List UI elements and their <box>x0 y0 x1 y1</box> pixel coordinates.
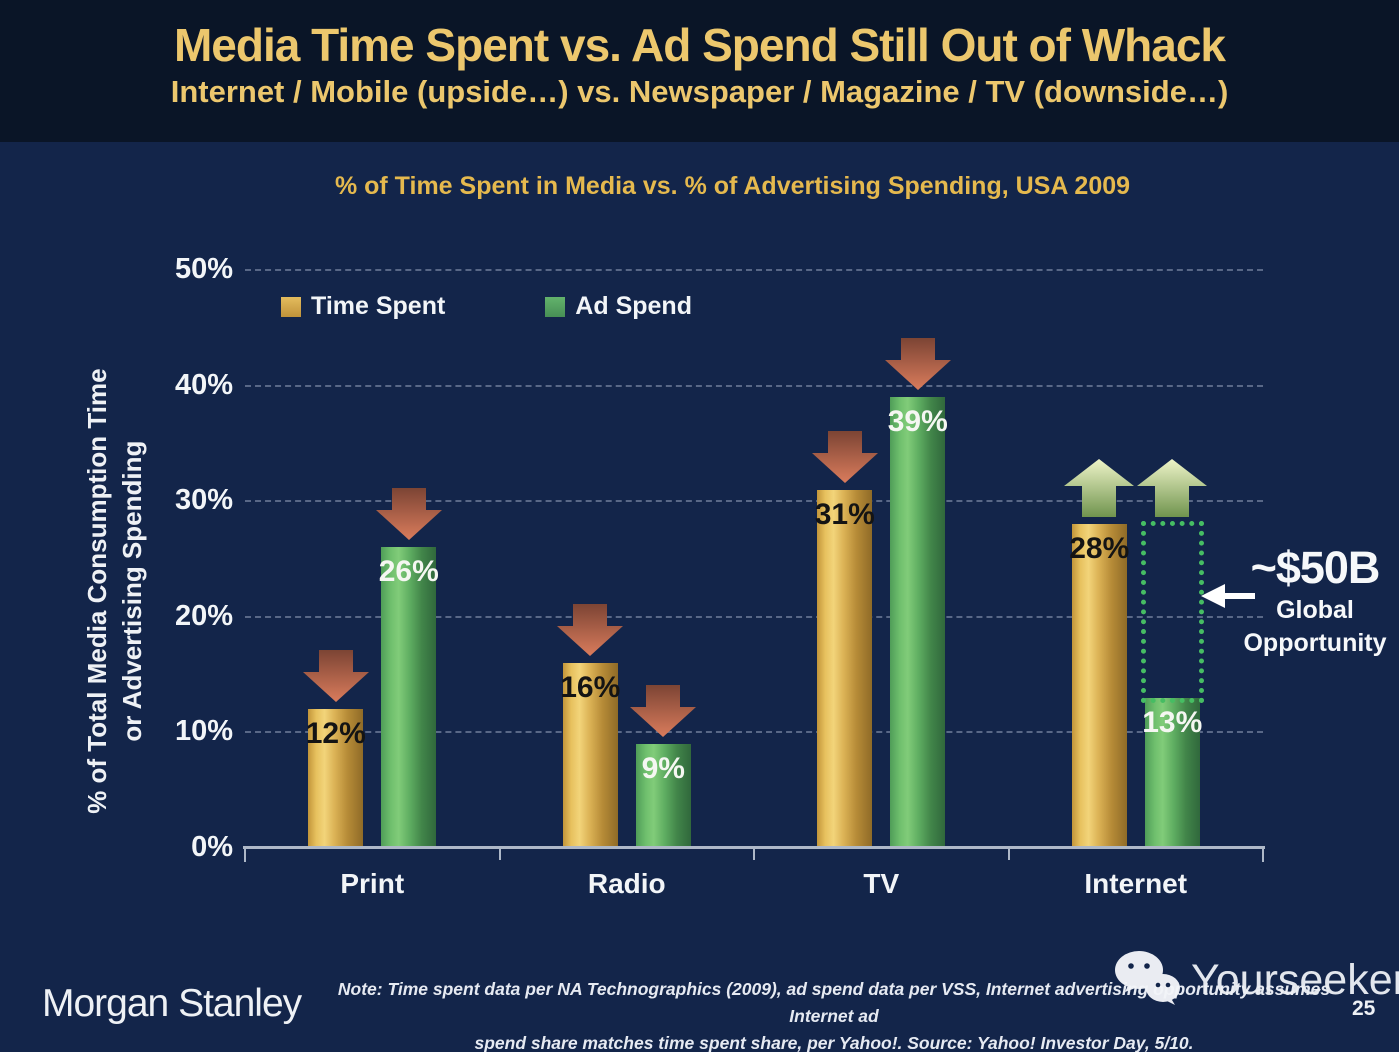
watermark: Yourseeker <box>1113 950 1399 1010</box>
data-label-ad-spend-internet: 13% <box>1142 705 1203 739</box>
bar-time-spent-tv <box>817 489 873 848</box>
y-tick-label-40: 40% <box>174 368 233 401</box>
y-tick-label-0: 0% <box>191 831 233 863</box>
watermark-text: Yourseeker <box>1191 955 1399 1004</box>
data-label-ad-spend-radio: 9% <box>641 751 685 785</box>
left-arrow-icon <box>1201 584 1255 608</box>
y-tick-label-20: 20% <box>174 599 233 632</box>
y-tick-label-50: 50% <box>174 253 233 285</box>
bar-ad-spend-tv <box>890 397 946 848</box>
plot-area: 12% 26% 16% 9% 31% 39% 28% 13% <box>245 269 1263 848</box>
header-band: Media Time Spent vs. Ad Spend Still Out … <box>0 0 1399 142</box>
source-note-line1: Note: Time spent data per NA Technograph… <box>337 979 1331 1027</box>
opportunity-annotation: ~$50B Global Opportunity <box>1234 542 1396 659</box>
brand-logo: Morgan Stanley <box>42 982 302 1025</box>
x-axis-label-tv: TV <box>863 868 900 899</box>
gridline-10 <box>245 731 1263 734</box>
x-axis-tick-0 <box>244 849 246 862</box>
x-axis-label-internet: Internet <box>1084 868 1188 899</box>
gridline-30 <box>245 500 1263 503</box>
data-label-time-spent-print: 12% <box>305 717 366 751</box>
legend-item-time-spent: Time Spent <box>281 292 445 321</box>
y-axis-title-line2: or Advertising Spending <box>117 440 147 742</box>
down-arrow-icon <box>375 488 442 541</box>
page-number: 25 <box>1352 997 1376 1020</box>
down-arrow-icon <box>811 430 878 483</box>
bar-time-spent-print <box>308 709 364 848</box>
y-tick-label-10: 10% <box>174 715 233 748</box>
legend-label-time-spent: Time Spent <box>311 292 446 320</box>
x-axis-label-radio: Radio <box>587 868 666 899</box>
legend-item-ad-spend: Ad Spend <box>545 292 692 321</box>
source-note: Note: Time spent data per NA Technograph… <box>318 976 1350 1052</box>
wechat-icon <box>1115 951 1180 1005</box>
x-axis-tick-3 <box>1007 849 1010 860</box>
bar-time-spent-internet <box>1071 524 1127 848</box>
y-axis-title-line1: % of Total Media Consumption Time <box>81 368 112 814</box>
x-axis-tick-1 <box>498 849 501 860</box>
down-arrow-icon <box>302 650 369 703</box>
gridline-40 <box>245 384 1263 387</box>
data-label-ad-spend-print: 26% <box>378 555 439 589</box>
opportunity-value: ~$50B <box>1250 542 1381 593</box>
data-label-time-spent-radio: 16% <box>560 671 621 705</box>
bar-time-spent-radio <box>562 663 618 848</box>
opportunity-label-line1: Global <box>1276 596 1354 624</box>
bar-ad-spend-internet <box>1144 697 1200 848</box>
bar-ad-spend-radio <box>635 743 691 848</box>
down-arrow-icon <box>557 604 624 657</box>
x-axis-tick-2 <box>753 849 755 860</box>
gridline-20 <box>245 615 1263 618</box>
data-label-time-spent-internet: 28% <box>1069 532 1130 566</box>
data-label-ad-spend-tv: 39% <box>887 405 948 439</box>
down-arrow-icon <box>630 684 697 737</box>
y-tick-label-30: 30% <box>174 484 233 517</box>
opportunity-label-line2: Opportunity <box>1243 628 1387 657</box>
x-axis-line <box>243 846 1265 849</box>
up-arrow-icon <box>1137 459 1208 518</box>
down-arrow-icon <box>884 338 951 391</box>
data-label-time-spent-tv: 31% <box>814 497 875 531</box>
up-arrow-icon <box>1064 459 1135 518</box>
slide-subtitle: Internet / Mobile (upside…) vs. Newspape… <box>170 74 1229 109</box>
legend-swatch-green <box>545 296 566 317</box>
y-axis-title: % of Total Media Consumption Time or Adv… <box>80 271 150 911</box>
legend-swatch-gold <box>281 296 301 317</box>
opportunity-gap-box <box>1140 521 1204 703</box>
slide-title: Media Time Spent vs. Ad Spend Still Out … <box>173 19 1226 71</box>
x-axis-tick-4 <box>1262 849 1264 862</box>
bar-ad-spend-print <box>381 547 437 848</box>
x-axis-label-print: Print <box>340 868 405 899</box>
legend-label-ad-spend: Ad Spend <box>575 292 692 320</box>
chart-title: % of Time Spent in Media vs. % of Advert… <box>334 172 1131 200</box>
gridline-50 <box>245 269 1263 271</box>
chart-legend: Time Spent Ad Spend <box>281 292 692 321</box>
source-note-line2: spend share matches time spent share, pe… <box>474 1033 1194 1052</box>
